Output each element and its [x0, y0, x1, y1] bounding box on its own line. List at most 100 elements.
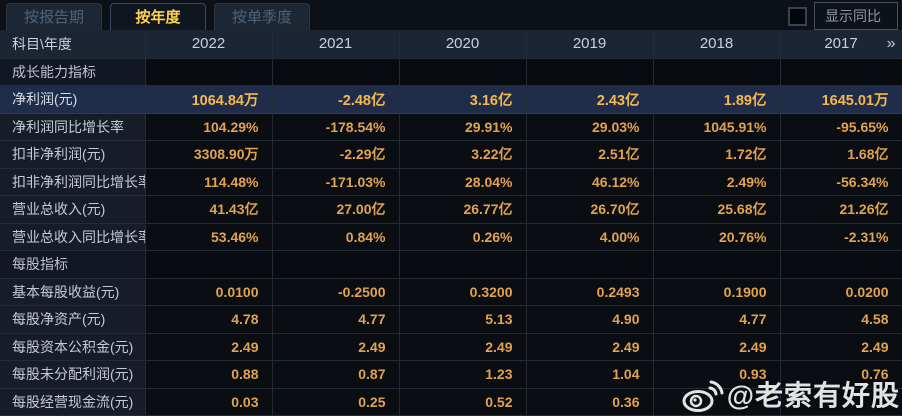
table-row[interactable]: 基本每股收益(元) 0.0100 -0.2500 0.3200 0.2493 0.1900…: [0, 278, 902, 306]
cell-value: [780, 250, 902, 279]
cell-value: 25.68亿: [653, 195, 781, 224]
table-row[interactable]: 营业总收入(元) 41.43亿 27.00亿 26.77亿 26.70亿 25.68亿 21…: [0, 195, 902, 224]
cell-value: 21.26亿: [780, 195, 902, 224]
cell-value: -171.03%: [272, 168, 400, 196]
cell-value: 41.43亿: [145, 195, 273, 224]
cell-value: -95.65%: [780, 113, 902, 141]
row-label: 每股净资产(元): [0, 305, 146, 334]
cell-value: [780, 388, 902, 416]
cell-value: 2.49: [526, 333, 654, 361]
cell-value: 4.77: [653, 305, 781, 334]
cell-value: 27.00亿: [272, 195, 400, 224]
cell-value: [526, 250, 654, 279]
cell-value: 4.00%: [526, 223, 654, 251]
table-row[interactable]: 成长能力指标: [0, 58, 902, 86]
cell-value: 0.84%: [272, 223, 400, 251]
cell-value: 2.49: [653, 333, 781, 361]
column-header-year: 2021: [272, 30, 400, 59]
financial-indicators-table: 科目\年度 2022 2021 2020 2019 2018 2017» 成长能力指标 净利润…: [0, 30, 902, 416]
cell-value: 1.23: [399, 360, 527, 389]
row-label: 每股指标: [0, 250, 146, 279]
cell-value: 0.88: [145, 360, 273, 389]
cell-value: 0.0100: [145, 278, 273, 306]
cell-value: -2.48亿: [272, 85, 400, 114]
row-label: 每股经营现金流(元): [0, 388, 146, 416]
cell-value: 2.49: [272, 333, 400, 361]
row-label: 扣非净利润(元): [0, 140, 146, 169]
cell-value: 2.43亿: [526, 85, 654, 114]
table-row[interactable]: 每股净资产(元) 4.78 4.77 5.13 4.90 4.77 4.58: [0, 305, 902, 334]
table-row[interactable]: 每股资本公积金(元) 2.49 2.49 2.49 2.49 2.49 2.49: [0, 333, 902, 361]
cell-value: 3.16亿: [399, 85, 527, 114]
table-row[interactable]: 每股指标: [0, 250, 902, 279]
cell-value: 1.68亿: [780, 140, 902, 169]
cell-value: 2.49: [399, 333, 527, 361]
row-label: 净利润(元): [0, 85, 146, 114]
cell-value: [653, 58, 781, 86]
cell-value: 2.49: [780, 333, 902, 361]
cell-value: [653, 250, 781, 279]
cell-value: 0.76: [780, 360, 902, 389]
cell-value: 46.12%: [526, 168, 654, 196]
cell-value: 0.1900: [653, 278, 781, 306]
cell-value: 2.49%: [653, 168, 781, 196]
cell-value: 1.04: [526, 360, 654, 389]
row-label: 每股未分配利润(元): [0, 360, 146, 389]
cell-value: 1645.01万: [780, 85, 902, 114]
table-row[interactable]: 净利润(元) 1064.84万 -2.48亿 3.16亿 2.43亿 1.89亿 1645.…: [0, 85, 902, 114]
cell-value: 4.58: [780, 305, 902, 334]
cell-value: 1.89亿: [653, 85, 781, 114]
row-label: 营业总收入(元): [0, 195, 146, 224]
cell-value: [399, 250, 527, 279]
cell-value: [272, 58, 400, 86]
cell-value: 53.46%: [145, 223, 273, 251]
cell-value: 0.3200: [399, 278, 527, 306]
cell-value: [145, 250, 273, 279]
period-tab-bar: 按报告期 按年度 按单季度 显示同比: [0, 0, 902, 30]
cell-value: [399, 58, 527, 86]
cell-value: 4.78: [145, 305, 273, 334]
cell-value: -56.34%: [780, 168, 902, 196]
column-header-year: 2018: [653, 30, 781, 59]
cell-value: 2.49: [145, 333, 273, 361]
cell-value: [145, 58, 273, 86]
cell-value: 104.29%: [145, 113, 273, 141]
cell-value: 26.77亿: [399, 195, 527, 224]
show-yoy-label[interactable]: 显示同比: [814, 2, 898, 30]
tabbar-right-controls: 显示同比: [788, 2, 902, 30]
cell-value: 26.70亿: [526, 195, 654, 224]
table-row[interactable]: 扣非净利润同比增长率 114.48% -171.03% 28.04% 46.12% 2.4…: [0, 168, 902, 196]
row-label: 营业总收入同比增长率: [0, 223, 146, 251]
cell-value: 20.76%: [653, 223, 781, 251]
cell-value: 0.93: [653, 360, 781, 389]
cell-value: 3.22亿: [399, 140, 527, 169]
table-row[interactable]: 营业总收入同比增长率 53.46% 0.84% 0.26% 4.00% 20.76% -2.…: [0, 223, 902, 251]
cell-value: 4.77: [272, 305, 400, 334]
cell-value: 29.03%: [526, 113, 654, 141]
table-row[interactable]: 净利润同比增长率 104.29% -178.54% 29.91% 29.03% 1045.…: [0, 113, 902, 141]
cell-value: 29.91%: [399, 113, 527, 141]
cell-value: 0.0200: [780, 278, 902, 306]
more-years-icon[interactable]: »: [886, 34, 896, 52]
show-yoy-checkbox[interactable]: [788, 6, 807, 26]
tab-annual[interactable]: 按年度: [110, 3, 206, 30]
table-row[interactable]: 每股经营现金流(元) 0.03 0.25 0.52 0.36: [0, 388, 902, 416]
cell-value: -2.29亿: [272, 140, 400, 169]
table-row[interactable]: 扣非净利润(元) 3308.90万 -2.29亿 3.22亿 2.51亿 1.72亿 1.6…: [0, 140, 902, 169]
tab-single-quarter[interactable]: 按单季度: [214, 3, 310, 30]
column-header-year: 2017»: [780, 30, 902, 59]
row-label: 基本每股收益(元): [0, 278, 146, 306]
cell-value: 5.13: [399, 305, 527, 334]
cell-value: 2.51亿: [526, 140, 654, 169]
tab-report-period[interactable]: 按报告期: [6, 3, 102, 30]
cell-value: 0.26%: [399, 223, 527, 251]
row-label: 成长能力指标: [0, 58, 146, 86]
cell-value: [526, 58, 654, 86]
cell-value: 0.87: [272, 360, 400, 389]
row-label: 扣非净利润同比增长率: [0, 168, 146, 196]
cell-value: 1045.91%: [653, 113, 781, 141]
cell-value: 0.36: [526, 388, 654, 416]
cell-value: 0.25: [272, 388, 400, 416]
table-row[interactable]: 每股未分配利润(元) 0.88 0.87 1.23 1.04 0.93 0.76: [0, 360, 902, 389]
cell-value: -2.31%: [780, 223, 902, 251]
